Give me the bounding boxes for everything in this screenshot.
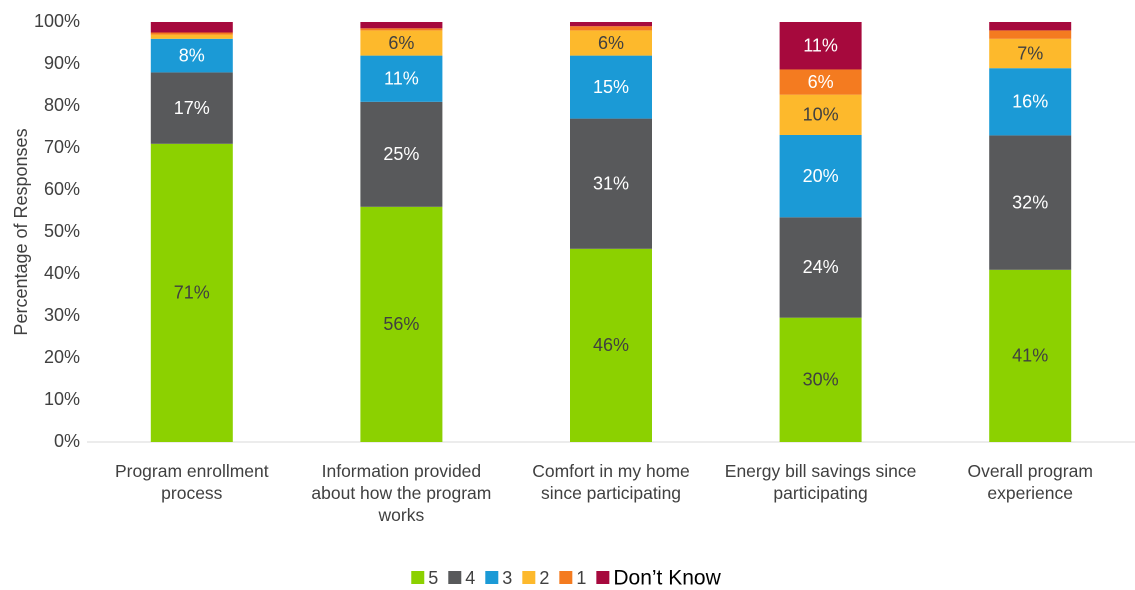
data-label: 24%: [803, 257, 839, 277]
y-axis-title: Percentage of Responses: [11, 128, 31, 335]
legend-label: 1: [576, 568, 586, 588]
y-tick-label: 100%: [34, 11, 80, 31]
data-label: 32%: [1012, 192, 1048, 212]
y-tick-label: 10%: [44, 389, 80, 409]
data-label: 30%: [803, 370, 839, 390]
legend-swatch: [522, 571, 536, 584]
y-tick-label: 0%: [54, 431, 80, 451]
legend-swatch: [559, 571, 573, 584]
data-label: 15%: [593, 77, 629, 97]
data-label: 6%: [388, 33, 414, 53]
y-tick-label: 30%: [44, 305, 80, 325]
bar-segment: [989, 269, 1072, 442]
data-label: 6%: [808, 72, 834, 92]
bar-segment: [989, 68, 1072, 136]
y-tick-label: 90%: [44, 53, 80, 73]
bar-segment: [779, 217, 862, 318]
bar-segment: [360, 206, 443, 442]
y-tick-label: 80%: [44, 95, 80, 115]
bar-segment: [989, 135, 1072, 270]
data-label: 10%: [803, 105, 839, 125]
x-tick-label: Comfort in my home since participating: [532, 461, 690, 503]
bar-segment: [150, 143, 233, 443]
bar-segment: [570, 26, 652, 31]
x-tick-label: Information provided about how the progr…: [311, 461, 492, 525]
bar-segment: [150, 22, 233, 33]
legend-swatch: [596, 571, 610, 584]
data-label: 8%: [179, 45, 205, 65]
legend: 5 4 3 2 1 Don’t Know: [411, 567, 722, 590]
bar-segment: [570, 248, 652, 442]
legend-swatch: [485, 571, 499, 584]
data-label: 56%: [383, 314, 419, 334]
bar-segment: [360, 55, 443, 102]
bar-segment: [779, 134, 862, 218]
x-tick-label: Program enrollment process: [114, 461, 269, 503]
data-label: 17%: [174, 98, 210, 118]
bar-segment: [150, 32, 233, 35]
data-label: 11%: [384, 68, 419, 88]
bar-segment: [779, 317, 862, 442]
bar-segment: [989, 30, 1072, 39]
data-label: 25%: [383, 144, 419, 164]
legend-label: 3: [502, 568, 512, 588]
y-tick-label: 20%: [44, 347, 80, 367]
bar-segment: [150, 34, 233, 39]
bar-segment: [360, 28, 443, 31]
y-tick-label: 60%: [44, 179, 80, 199]
x-tick-label: Overall program experience: [967, 461, 1093, 503]
x-tick-label: Energy bill savings since participating: [724, 461, 917, 503]
legend-label: 5: [428, 568, 438, 588]
bar-segment: [360, 22, 443, 29]
legend-swatch: [448, 571, 462, 584]
data-label: 6%: [598, 33, 624, 53]
bar-segment: [360, 30, 443, 56]
data-label: 20%: [803, 166, 839, 186]
y-tick-label: 70%: [44, 137, 80, 157]
y-tick-label: 40%: [44, 263, 80, 283]
bar-segment: [989, 22, 1072, 31]
legend-label: Don’t Know: [613, 567, 721, 590]
legend-label: 2: [539, 568, 549, 588]
data-label: 16%: [1012, 92, 1048, 112]
bar-segment: [570, 22, 652, 27]
bar-segment: [570, 30, 652, 56]
data-label: 31%: [593, 173, 629, 193]
bar-segment: [779, 94, 862, 135]
data-label: 46%: [593, 335, 629, 355]
data-label: 11%: [803, 35, 838, 55]
bar-segment: [150, 38, 233, 73]
bar-segment: [570, 55, 652, 119]
y-tick-label: 50%: [44, 221, 80, 241]
bar-segment: [779, 69, 862, 95]
bar-segment: [779, 22, 862, 70]
data-label: 71%: [174, 283, 210, 303]
data-label: 7%: [1017, 43, 1043, 63]
legend-label: 4: [465, 568, 475, 588]
data-label: 41%: [1012, 346, 1048, 366]
bar-segment: [570, 118, 652, 249]
bar-segment: [989, 38, 1072, 69]
bar-segment: [360, 101, 443, 207]
legend-swatch: [411, 571, 425, 584]
bar-segment: [150, 72, 233, 144]
